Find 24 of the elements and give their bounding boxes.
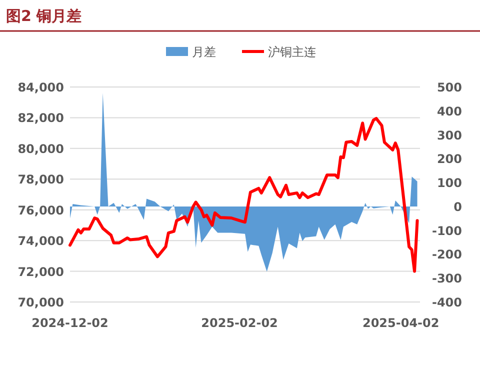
y2-tick-label: -100 [432,224,462,238]
y-tick-label: 80,000 [18,142,64,156]
y2-tick-label: 0 [454,200,462,214]
x-tick-label: 2025-02-02 [201,316,278,330]
chart-title: 图2 铜月差 [6,7,82,25]
x-tick-label: 2024-12-02 [32,316,108,330]
y-tick-label: 72,000 [18,264,64,279]
y-tick-label: 82,000 [18,111,64,126]
y-tick-label: 70,000 [18,296,64,310]
legend-label: 月差 [192,45,216,59]
y2-tick-label: 300 [436,128,462,142]
x-tick-label: 2025-04-02 [362,316,440,330]
y2-tick-label: 100 [436,176,462,190]
y2-tick-label: -400 [432,296,462,310]
y-tick-label: 78,000 [18,172,64,187]
y2-tick-label: 200 [436,152,462,166]
y-tick-label: 74,000 [18,234,64,248]
legend-label: 沪铜主连 [268,45,316,59]
y2-tick-label: 500 [436,80,462,94]
y2-tick-label: -200 [432,248,462,262]
y2-tick-label: -300 [432,272,462,286]
y-tick-label: 84,000 [18,80,64,94]
y-tick-label: 76,000 [18,203,64,218]
y2-tick-label: 400 [436,104,462,118]
